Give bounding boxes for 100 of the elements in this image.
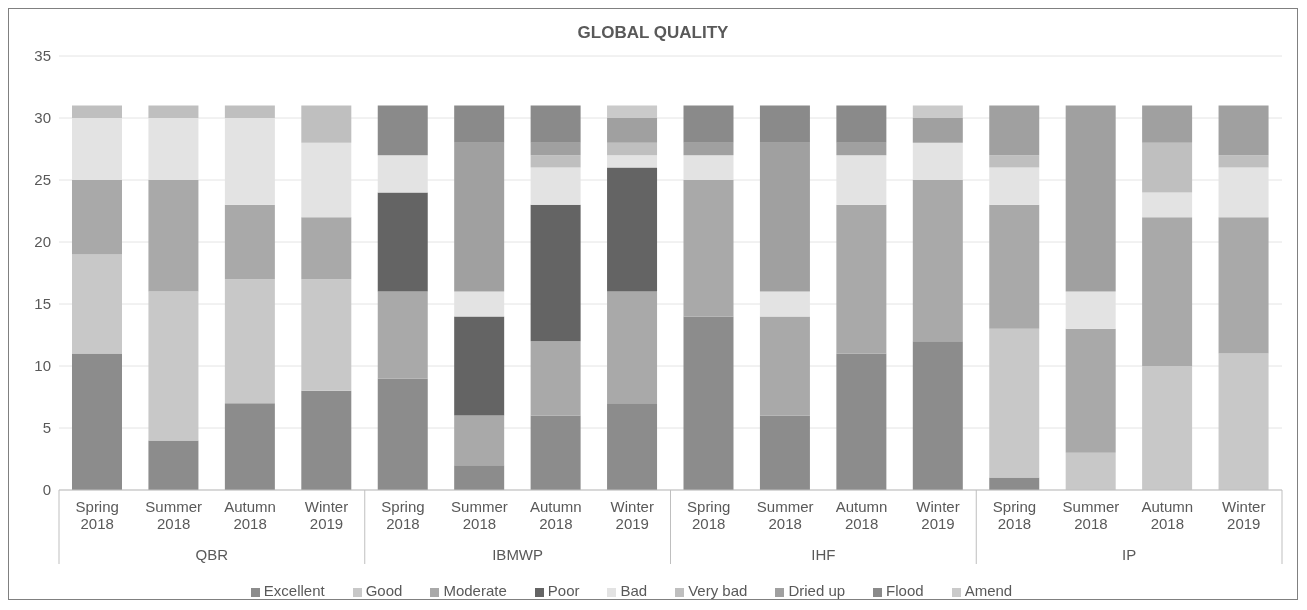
- x-tick-label: Winter 2019: [916, 498, 960, 532]
- bar: [912, 105, 963, 118]
- x-tick-label: Spring 2018: [75, 498, 119, 532]
- bar: [836, 105, 887, 143]
- bar: [607, 105, 658, 118]
- text: QBR: [195, 546, 229, 563]
- bar: [454, 415, 505, 466]
- bar: [454, 105, 505, 143]
- bar: [759, 415, 810, 490]
- legend-label: Moderate: [443, 582, 507, 599]
- bar: [683, 316, 734, 490]
- bar: [1065, 105, 1116, 292]
- legend-label: Amend: [964, 582, 1013, 599]
- bar: [71, 353, 122, 490]
- y-tick-label: 15: [34, 295, 51, 313]
- x-tick-label: Summer 2018: [451, 498, 508, 532]
- bar: [454, 316, 505, 416]
- bar: [607, 155, 658, 168]
- bar: [836, 142, 887, 156]
- bar: [1065, 328, 1116, 453]
- bar: [71, 254, 122, 354]
- bar: [377, 378, 428, 490]
- bar: [759, 142, 810, 292]
- legend-label: Poor: [547, 582, 580, 599]
- bar: [683, 105, 734, 143]
- bar: [530, 105, 581, 143]
- bar: [224, 204, 275, 280]
- bar: [224, 105, 275, 118]
- bar: [912, 118, 963, 143]
- bar: [530, 155, 581, 168]
- bar: [301, 390, 352, 490]
- x-tick-label: Winter 2019: [304, 498, 349, 532]
- text: IBMWP: [492, 546, 544, 563]
- y-tick-label: 25: [34, 171, 51, 189]
- x-tick-label: Spring 2018: [381, 498, 425, 532]
- bar: [912, 180, 963, 342]
- bar: [148, 180, 199, 292]
- bar: [683, 180, 734, 317]
- legend-label: Bad: [620, 582, 648, 599]
- x-tick-label: Summer 2018: [1062, 498, 1120, 532]
- text: IP: [1122, 546, 1137, 563]
- x-tick-label: Autumn 2018: [1141, 498, 1194, 532]
- legend-label: Excellent: [263, 582, 325, 599]
- chart-title: GLOBAL QUALITY: [577, 23, 729, 42]
- bar: [1142, 105, 1193, 143]
- bar: [1218, 155, 1269, 168]
- bar: [148, 440, 199, 490]
- bar: [530, 415, 581, 490]
- bar: [1218, 217, 1269, 354]
- bar: [836, 204, 887, 354]
- bar: [301, 217, 352, 280]
- bar: [607, 167, 658, 292]
- x-tick-label: Summer 2018: [756, 498, 814, 532]
- x-tick-label: Spring 2018: [687, 498, 731, 532]
- legend-label: Flood: [886, 582, 924, 599]
- bar: [377, 291, 428, 379]
- bar: [759, 316, 810, 416]
- x-tick-label: Winter 2019: [610, 498, 654, 532]
- bar: [607, 118, 658, 143]
- bar: [71, 180, 122, 255]
- bar: [989, 328, 1040, 478]
- bar: [989, 204, 1040, 329]
- y-tick-label: 30: [34, 109, 51, 127]
- bar: [224, 279, 275, 404]
- bar: [912, 341, 963, 490]
- x-tick-label: Autumn 2018: [224, 498, 276, 532]
- y-tick-label: 20: [34, 233, 51, 251]
- x-tick-label: Autumn 2018: [835, 498, 888, 532]
- x-tick-label: Autumn 2018: [529, 498, 582, 532]
- bar: [454, 142, 505, 292]
- legend-label: Very bad: [688, 582, 748, 599]
- bar: [71, 105, 122, 118]
- y-tick-label: 0: [42, 481, 51, 499]
- bar: [301, 105, 352, 143]
- bar: [607, 291, 658, 404]
- bar: [1142, 192, 1193, 218]
- bar: [1142, 142, 1193, 193]
- bar: [607, 403, 658, 490]
- bar: [1142, 217, 1193, 366]
- bar: [148, 105, 199, 118]
- bar: [607, 142, 658, 156]
- y-tick-label: 10: [34, 357, 51, 375]
- bar: [530, 142, 581, 156]
- bar: [989, 155, 1040, 168]
- bar: [530, 204, 581, 342]
- bar: [454, 465, 505, 490]
- bar: [148, 291, 199, 441]
- text: IHF: [811, 546, 836, 563]
- bar: [530, 341, 581, 416]
- bar: [759, 105, 810, 143]
- bar: [377, 105, 428, 156]
- y-tick-label: 35: [34, 47, 51, 65]
- x-tick-label: Winter 2019: [1222, 498, 1266, 532]
- x-tick-label: Summer 2018: [145, 498, 202, 532]
- bar: [377, 192, 428, 292]
- bar: [224, 403, 275, 490]
- x-tick-label: Spring 2018: [992, 498, 1037, 532]
- bar: [989, 105, 1040, 156]
- bar: [1218, 105, 1269, 156]
- legend-label: Dried up: [788, 582, 846, 599]
